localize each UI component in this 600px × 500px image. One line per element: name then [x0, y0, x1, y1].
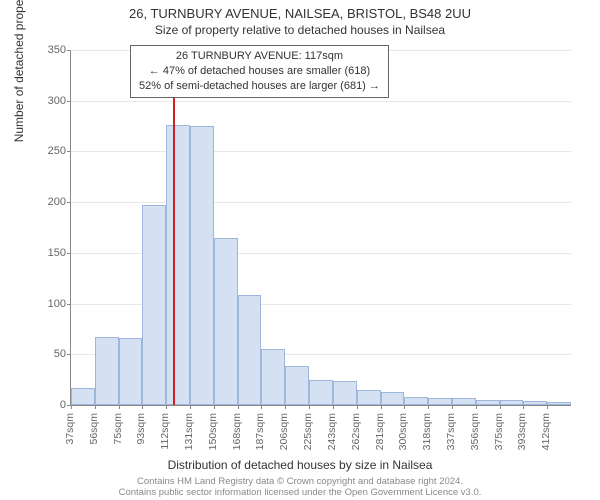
- histogram-bar: [333, 381, 357, 405]
- y-tick-label: 350: [26, 44, 66, 56]
- marker-line: [173, 50, 175, 405]
- x-tick: [500, 405, 501, 409]
- x-tick: [357, 405, 358, 409]
- x-tick-label: 150sqm: [207, 413, 219, 450]
- y-tick: [67, 101, 71, 102]
- x-tick: [404, 405, 405, 409]
- x-tick: [119, 405, 120, 409]
- x-tick-label: 112sqm: [159, 413, 171, 450]
- y-tick: [67, 253, 71, 254]
- histogram-bar: [166, 125, 190, 405]
- histogram-bar: [381, 392, 405, 405]
- x-tick: [452, 405, 453, 409]
- x-tick: [190, 405, 191, 409]
- x-tick: [142, 405, 143, 409]
- histogram-bar: [261, 349, 285, 405]
- histogram-bar: [547, 402, 571, 405]
- histogram-bar: [71, 388, 95, 405]
- x-tick-label: 225sqm: [302, 413, 314, 450]
- x-tick: [333, 405, 334, 409]
- histogram-bar: [190, 126, 214, 405]
- x-tick-label: 356sqm: [469, 413, 481, 450]
- gridline: [71, 202, 571, 203]
- attribution-footer: Contains HM Land Registry data © Crown c…: [0, 476, 600, 499]
- x-tick: [166, 405, 167, 409]
- gridline: [71, 101, 571, 102]
- x-tick-label: 281sqm: [374, 413, 386, 450]
- x-tick-label: 37sqm: [64, 413, 76, 445]
- x-tick: [261, 405, 262, 409]
- x-axis-label: Distribution of detached houses by size …: [0, 458, 600, 472]
- y-tick: [67, 354, 71, 355]
- x-tick-label: 168sqm: [231, 413, 243, 450]
- y-tick-label: 150: [26, 247, 66, 259]
- x-tick-label: 300sqm: [397, 413, 409, 450]
- histogram-bar: [452, 398, 476, 405]
- x-tick-label: 243sqm: [326, 413, 338, 450]
- info-line-1: 26 TURNBURY AVENUE: 117sqm: [139, 49, 380, 64]
- y-axis-label: Number of detached properties: [12, 0, 26, 142]
- y-tick: [67, 50, 71, 51]
- x-tick-label: 337sqm: [445, 413, 457, 450]
- x-tick: [238, 405, 239, 409]
- histogram-bar: [95, 337, 119, 405]
- chart-plot-area: [70, 50, 571, 406]
- x-tick-label: 187sqm: [254, 413, 266, 450]
- y-tick-label: 50: [26, 348, 66, 360]
- page-subtitle: Size of property relative to detached ho…: [0, 21, 600, 37]
- histogram-bar: [476, 400, 500, 405]
- histogram-bar: [523, 401, 547, 405]
- histogram-bar: [500, 400, 524, 405]
- x-tick-label: 131sqm: [183, 413, 195, 450]
- x-tick-label: 93sqm: [135, 413, 147, 445]
- histogram-bar: [309, 380, 333, 405]
- histogram-bar: [238, 295, 262, 405]
- x-tick: [214, 405, 215, 409]
- histogram-bar: [285, 366, 309, 405]
- x-tick: [381, 405, 382, 409]
- x-tick: [71, 405, 72, 409]
- x-tick: [95, 405, 96, 409]
- y-tick-label: 0: [26, 399, 66, 411]
- x-tick: [285, 405, 286, 409]
- x-tick: [309, 405, 310, 409]
- x-tick: [523, 405, 524, 409]
- histogram-bar: [119, 338, 143, 405]
- info-line-2: ← 47% of detached houses are smaller (61…: [139, 64, 380, 79]
- x-tick: [547, 405, 548, 409]
- x-tick-label: 262sqm: [350, 413, 362, 450]
- histogram-bar: [404, 397, 428, 405]
- info-line-3: 52% of semi-detached houses are larger (…: [139, 79, 380, 94]
- y-tick-label: 300: [26, 95, 66, 107]
- x-tick-label: 412sqm: [540, 413, 552, 450]
- histogram-bar: [142, 205, 166, 405]
- x-tick-label: 375sqm: [493, 413, 505, 450]
- x-tick: [476, 405, 477, 409]
- histogram-bar: [428, 398, 452, 405]
- y-tick: [67, 202, 71, 203]
- y-tick: [67, 151, 71, 152]
- x-tick-label: 206sqm: [278, 413, 290, 450]
- footer-line-2: Contains public sector information licen…: [0, 487, 600, 498]
- x-tick: [428, 405, 429, 409]
- y-tick-label: 100: [26, 298, 66, 310]
- footer-line-1: Contains HM Land Registry data © Crown c…: [0, 476, 600, 487]
- y-tick: [67, 304, 71, 305]
- x-tick-label: 75sqm: [112, 413, 124, 445]
- x-tick-label: 318sqm: [421, 413, 433, 450]
- gridline: [71, 151, 571, 152]
- x-tick-label: 56sqm: [88, 413, 100, 445]
- y-tick-label: 200: [26, 196, 66, 208]
- page-title: 26, TURNBURY AVENUE, NAILSEA, BRISTOL, B…: [0, 0, 600, 21]
- x-tick-label: 393sqm: [516, 413, 528, 450]
- y-tick-label: 250: [26, 145, 66, 157]
- histogram-bar: [357, 390, 381, 405]
- histogram-bar: [214, 238, 238, 405]
- info-box: 26 TURNBURY AVENUE: 117sqm ← 47% of deta…: [130, 45, 389, 98]
- chart-container: 26, TURNBURY AVENUE, NAILSEA, BRISTOL, B…: [0, 0, 600, 500]
